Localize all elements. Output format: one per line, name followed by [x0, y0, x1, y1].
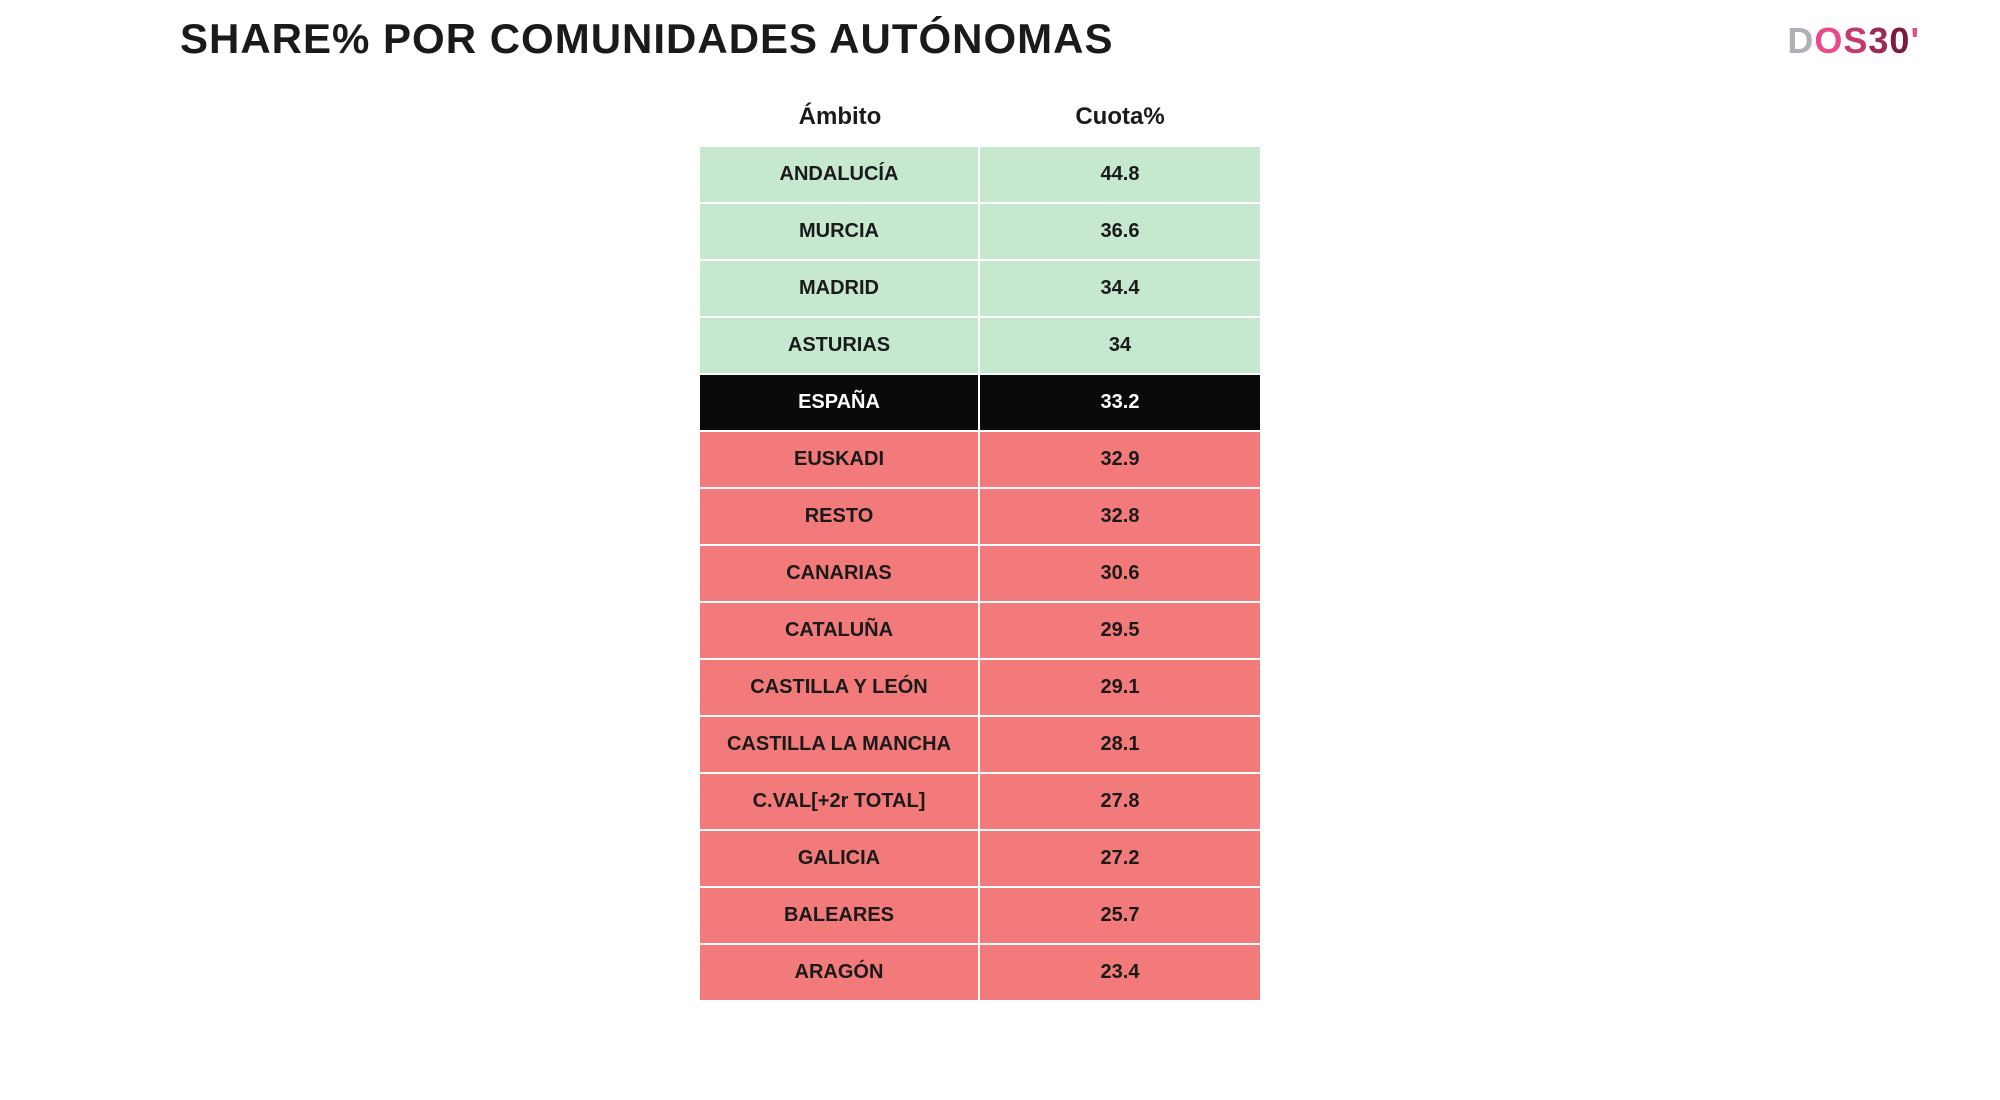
cell-cuota: 32.8	[980, 489, 1260, 544]
cell-ambito: ARAGÓN	[700, 945, 980, 1000]
cell-ambito: ESPAÑA	[700, 375, 980, 430]
cell-cuota: 28.1	[980, 717, 1260, 772]
cell-cuota: 27.8	[980, 774, 1260, 829]
brand-char-d: D	[1787, 20, 1814, 61]
cell-cuota: 33.2	[980, 375, 1260, 430]
page-title: SHARE% POR COMUNIDADES AUTÓNOMAS	[180, 15, 1113, 63]
table-row: ESPAÑA33.2	[700, 375, 1260, 432]
cell-ambito: CASTILLA LA MANCHA	[700, 717, 980, 772]
brand-logo: DOS30'	[1787, 20, 1920, 62]
table-row: RESTO32.8	[700, 489, 1260, 546]
table-header: Ámbito Cuota%	[700, 95, 1260, 147]
table-row: CANARIAS30.6	[700, 546, 1260, 603]
cell-cuota: 29.1	[980, 660, 1260, 715]
cell-cuota: 34.4	[980, 261, 1260, 316]
cell-ambito: RESTO	[700, 489, 980, 544]
cell-ambito: CASTILLA Y LEÓN	[700, 660, 980, 715]
cell-cuota: 36.6	[980, 204, 1260, 259]
table-row: ASTURIAS34	[700, 318, 1260, 375]
brand-char-s: S	[1843, 20, 1868, 61]
cell-ambito: EUSKADI	[700, 432, 980, 487]
cell-cuota: 23.4	[980, 945, 1260, 1000]
brand-char-o: O	[1814, 20, 1843, 61]
cell-ambito: C.VAL[+2r TOTAL]	[700, 774, 980, 829]
cell-ambito: CANARIAS	[700, 546, 980, 601]
table-row: ANDALUCÍA44.8	[700, 147, 1260, 204]
table-row: C.VAL[+2r TOTAL]27.8	[700, 774, 1260, 831]
table-row: EUSKADI32.9	[700, 432, 1260, 489]
brand-char-0: 0	[1889, 20, 1910, 61]
cell-ambito: MADRID	[700, 261, 980, 316]
brand-char-tick: '	[1910, 20, 1920, 61]
cell-cuota: 27.2	[980, 831, 1260, 886]
cell-ambito: MURCIA	[700, 204, 980, 259]
table-row: GALICIA27.2	[700, 831, 1260, 888]
cell-ambito: ASTURIAS	[700, 318, 980, 373]
cell-cuota: 25.7	[980, 888, 1260, 943]
brand-char-3: 3	[1868, 20, 1889, 61]
table-row: CATALUÑA29.5	[700, 603, 1260, 660]
cell-ambito: CATALUÑA	[700, 603, 980, 658]
table-row: ARAGÓN23.4	[700, 945, 1260, 1002]
table-row: CASTILLA Y LEÓN29.1	[700, 660, 1260, 717]
table-row: BALEARES25.7	[700, 888, 1260, 945]
table-body: ANDALUCÍA44.8MURCIA36.6MADRID34.4ASTURIA…	[700, 147, 1260, 1002]
cell-cuota: 30.6	[980, 546, 1260, 601]
cell-ambito: BALEARES	[700, 888, 980, 943]
cell-cuota: 44.8	[980, 147, 1260, 202]
cell-ambito: ANDALUCÍA	[700, 147, 980, 202]
table-row: MURCIA36.6	[700, 204, 1260, 261]
share-table: Ámbito Cuota% ANDALUCÍA44.8MURCIA36.6MAD…	[700, 95, 1260, 1002]
col-header-ambito: Ámbito	[700, 103, 980, 131]
table-row: MADRID34.4	[700, 261, 1260, 318]
col-header-cuota: Cuota%	[980, 103, 1260, 131]
slide: SHARE% POR COMUNIDADES AUTÓNOMAS DOS30' …	[0, 0, 2000, 1100]
cell-cuota: 34	[980, 318, 1260, 373]
table-row: CASTILLA LA MANCHA28.1	[700, 717, 1260, 774]
cell-cuota: 29.5	[980, 603, 1260, 658]
cell-ambito: GALICIA	[700, 831, 980, 886]
cell-cuota: 32.9	[980, 432, 1260, 487]
